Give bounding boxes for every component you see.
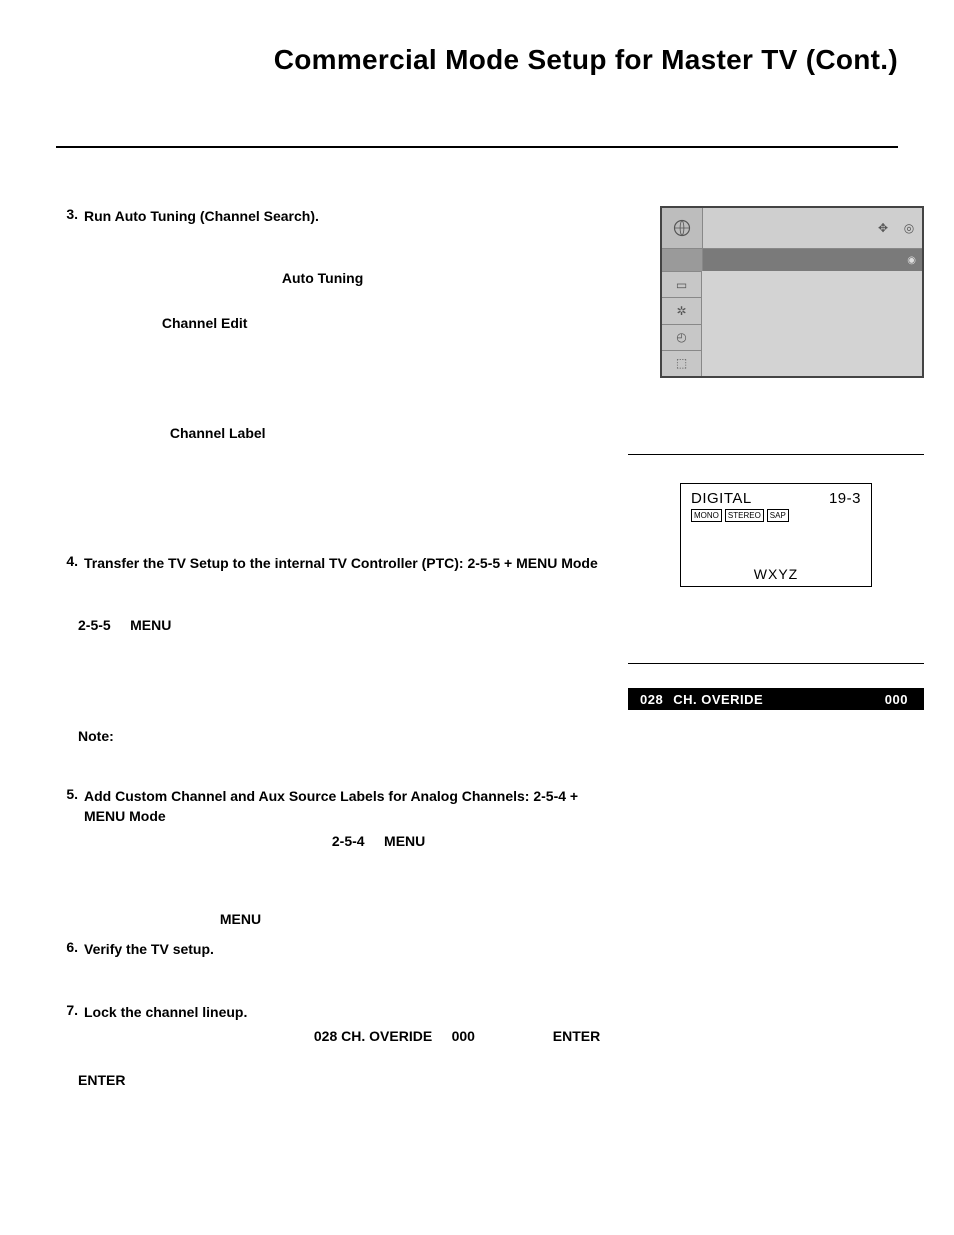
step6-number: 6. bbox=[56, 939, 84, 959]
bar-right: 000 bbox=[885, 692, 908, 707]
kw-menu-5a: MENU bbox=[384, 833, 425, 849]
clock-icon: ◴ bbox=[662, 324, 702, 350]
kw-enter-1: ENTER bbox=[553, 1028, 600, 1044]
kw-254: 2-5-4 bbox=[332, 833, 365, 849]
divider-r1 bbox=[628, 454, 924, 455]
badge-stereo: STEREO bbox=[725, 509, 764, 522]
kw-channel-edit: Channel Edit bbox=[162, 315, 248, 331]
page-title: Commercial Mode Setup for Master TV (Con… bbox=[56, 44, 898, 76]
gear-icon: ✲ bbox=[662, 297, 702, 323]
kw-channel-label: Channel Label bbox=[170, 425, 266, 441]
step4-heading: Transfer the TV Setup to the internal TV… bbox=[84, 555, 598, 571]
kw-note: Note: bbox=[78, 728, 114, 744]
bar-left: 028 bbox=[640, 692, 663, 707]
step3-number: 3. bbox=[56, 206, 84, 226]
figure-osd-menu: ✥ ◎ ◉ ▭ ✲ ◴ ⬚ bbox=[660, 206, 924, 378]
badge-mono: MONO bbox=[691, 509, 722, 522]
kw-auto-tuning: Auto Tuning bbox=[282, 270, 363, 286]
monitor-icon: ▭ bbox=[662, 271, 702, 297]
kw-000: 000 bbox=[452, 1028, 475, 1044]
highlight-dot-icon: ◉ bbox=[907, 255, 916, 266]
digital-bottom-label: WXYZ bbox=[691, 566, 861, 582]
lock-icon: ⬚ bbox=[662, 350, 702, 376]
left-column: 3. Run Auto Tuning (Channel Search). Aut… bbox=[56, 206, 616, 1090]
figure-digital-box: DIGITAL 19-3 MONO STEREO SAP WXYZ bbox=[680, 483, 872, 587]
kw-menu-4: MENU bbox=[130, 617, 171, 633]
picture-icon bbox=[662, 249, 703, 271]
step5-number: 5. bbox=[56, 786, 84, 827]
step3-heading: Run Auto Tuning (Channel Search). bbox=[84, 208, 319, 224]
digital-label: DIGITAL bbox=[691, 490, 752, 507]
target-icon: ◎ bbox=[896, 208, 922, 248]
divider-top bbox=[56, 146, 898, 148]
kw-menu-5b: MENU bbox=[220, 911, 261, 927]
kw-028-ch-overide: 028 CH. OVERIDE bbox=[314, 1028, 432, 1044]
step6-heading: Verify the TV setup. bbox=[84, 941, 214, 957]
figure-ch-overide-bar: 028 CH. OVERIDE 000 bbox=[628, 688, 924, 710]
divider-r2 bbox=[628, 663, 924, 664]
move-icon: ✥ bbox=[870, 208, 896, 248]
kw-255: 2-5-5 bbox=[78, 617, 111, 633]
right-column: ✥ ◎ ◉ ▭ ✲ ◴ ⬚ bbox=[616, 206, 924, 1090]
step5-heading: Add Custom Channel and Aux Source Labels… bbox=[84, 788, 578, 824]
step7-number: 7. bbox=[56, 1002, 84, 1022]
badge-sap: SAP bbox=[767, 509, 789, 522]
step4-number: 4. bbox=[56, 553, 84, 573]
step7-heading: Lock the channel lineup. bbox=[84, 1004, 247, 1020]
bar-mid: CH. OVERIDE bbox=[663, 692, 885, 707]
kw-enter-2: ENTER bbox=[78, 1072, 125, 1088]
digital-channel: 19-3 bbox=[829, 490, 861, 507]
globe-icon bbox=[662, 208, 703, 248]
